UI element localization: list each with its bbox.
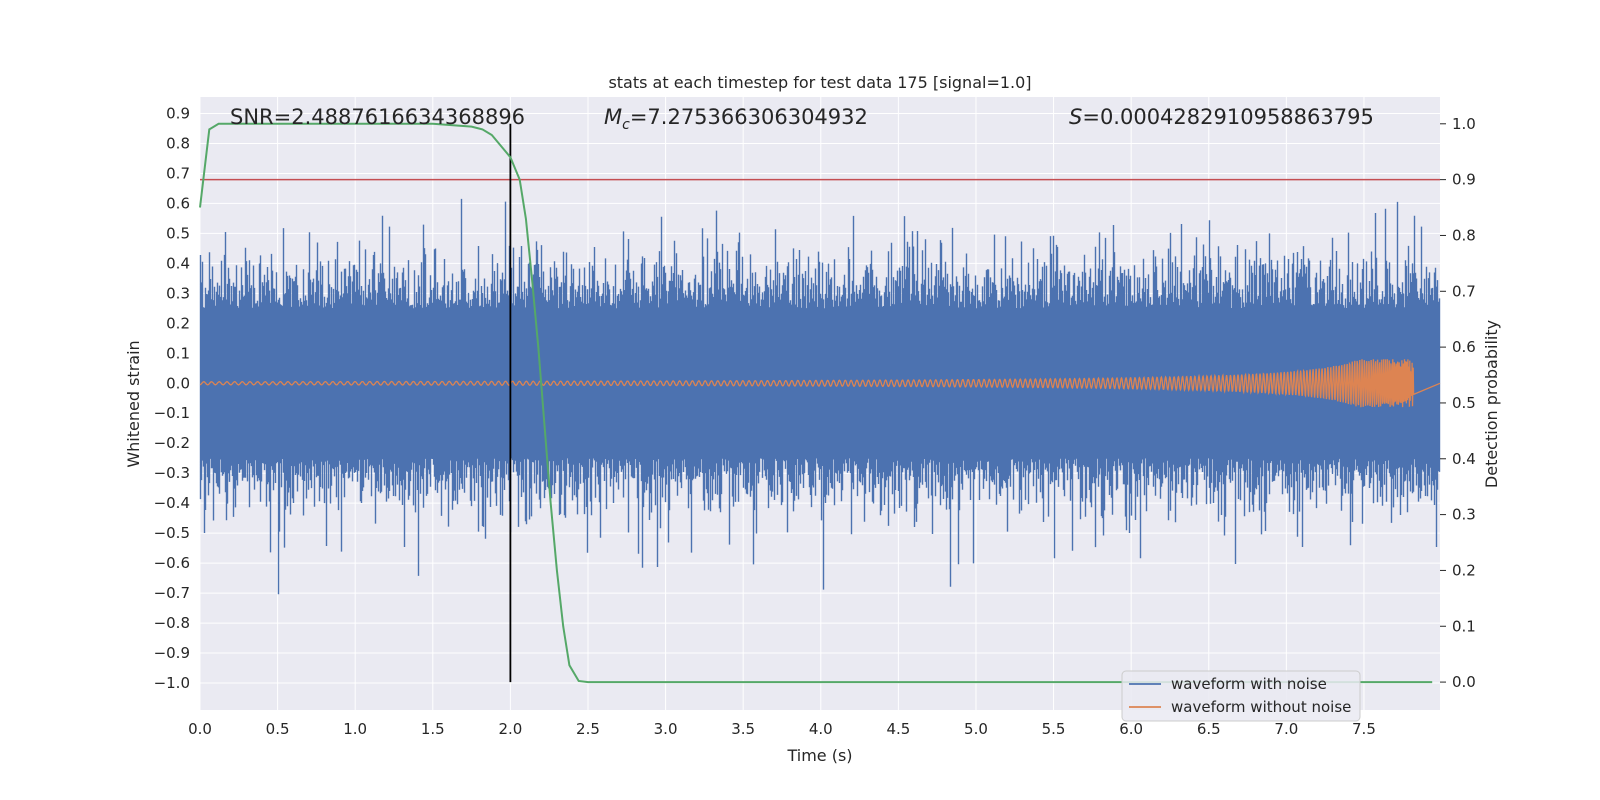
y2-tick-label: 1.0: [1452, 115, 1476, 133]
chirp-mass-annotation: Mc=7.275366306304932: [604, 105, 868, 133]
legend: waveform with noise waveform without noi…: [1121, 670, 1361, 722]
x-tick-label: 6.0: [1119, 720, 1143, 738]
y-tick-label: −0.7: [154, 584, 190, 602]
x-tick-label: 4.0: [809, 720, 833, 738]
y-tick-label: −0.2: [154, 434, 190, 452]
y-tick-label: 0.3: [166, 284, 190, 302]
y-tick-label: 0.2: [166, 314, 190, 332]
y2-tick-label: 0.0: [1452, 673, 1476, 691]
x-tick-label: 6.5: [1197, 720, 1221, 738]
legend-box: [1121, 670, 1361, 722]
x-tick-label: 3.0: [654, 720, 678, 738]
y-axis-label: Whitened strain: [124, 340, 143, 467]
chart-title: stats at each timestep for test data 175…: [608, 73, 1031, 92]
y2-tick-label: 0.4: [1452, 450, 1476, 468]
y2-tick-label: 0.7: [1452, 282, 1476, 300]
y2-tick-label: 0.5: [1452, 394, 1476, 412]
markers: [200, 123, 1440, 683]
s-annotation: S=0.0004282910958863795: [1069, 105, 1374, 129]
x-tick-label: 5.5: [1042, 720, 1066, 738]
y2-tick-label: 0.8: [1452, 226, 1476, 244]
y2-axis-label: Detection probability: [1482, 320, 1501, 488]
y-tick-label: −0.4: [154, 494, 190, 512]
legend-entry-noise: waveform with noise: [1171, 675, 1327, 693]
x-tick-label: 3.5: [731, 720, 755, 738]
x-tick-label: 4.5: [886, 720, 910, 738]
y-tick-label: 0.4: [166, 254, 190, 272]
clean-trace: [199, 359, 1441, 408]
x-tick-label: 0.0: [188, 720, 212, 738]
y2-tick-label: 0.1: [1452, 617, 1476, 635]
snr-annotation: SNR=2.4887616634368896: [230, 105, 525, 129]
series-waveform-without-noise: [199, 359, 1441, 408]
y-tick-label: 0.6: [166, 194, 190, 212]
x-tick-label: 7.5: [1352, 720, 1376, 738]
noise-core-band: [200, 347, 1440, 459]
x-axis-label: Time (s): [786, 746, 852, 765]
x-tick-label: 5.0: [964, 720, 988, 738]
y2-tick-label: 0.6: [1452, 338, 1476, 356]
y-tick-label: 0.5: [166, 224, 190, 242]
probability-line: [199, 122, 1433, 684]
y-tick-label: 0.1: [166, 344, 190, 362]
y-tick-label: −0.8: [154, 614, 190, 632]
x-tick-label: 1.5: [421, 720, 445, 738]
x-tick-label: 0.5: [266, 720, 290, 738]
y-tick-label: −0.5: [154, 524, 190, 542]
series-detection-probability: [199, 122, 1433, 684]
y-tick-label: −1.0: [154, 674, 190, 692]
series-waveform-with-noise: [199, 198, 1441, 595]
x-tick-label: 2.0: [498, 720, 522, 738]
y2-tick-label: 0.2: [1452, 561, 1476, 579]
y-tick-label: 0.7: [166, 164, 190, 182]
y-tick-label: 0.9: [166, 104, 190, 122]
y2-tick-label: 0.3: [1452, 506, 1476, 524]
x-tick-label: 1.0: [343, 720, 367, 738]
x-tick-label: 2.5: [576, 720, 600, 738]
y-tick-label: 0.8: [166, 134, 190, 152]
y-tick-label: −0.3: [154, 464, 190, 482]
legend-entry-clean: waveform without noise: [1171, 698, 1351, 716]
x-axis-ticks: 0.0 0.5 1.0 1.5 2.0 2.5 3.0 3.5 4.0 4.5 5.0 5.5 6.0 6…: [188, 720, 1376, 738]
y-axis-ticks: 0.9 0.8 0.7 0.6 0.5 0.4 0.3 0.2 0.1 0.0 −0.1 −0.2 −0…: [154, 104, 190, 692]
y-tick-label: 0.0: [166, 374, 190, 392]
y-tick-label: −0.9: [154, 644, 190, 662]
x-tick-label: 7.0: [1274, 720, 1298, 738]
y2-axis-ticks: 1.0 0.9 0.8 0.7 0.6 0.5 0.4 0.3 0.2 0.1 0.0: [1440, 115, 1476, 691]
y-tick-label: −0.6: [154, 554, 190, 572]
y-tick-label: −0.1: [154, 404, 190, 422]
y2-tick-label: 0.9: [1452, 171, 1476, 189]
